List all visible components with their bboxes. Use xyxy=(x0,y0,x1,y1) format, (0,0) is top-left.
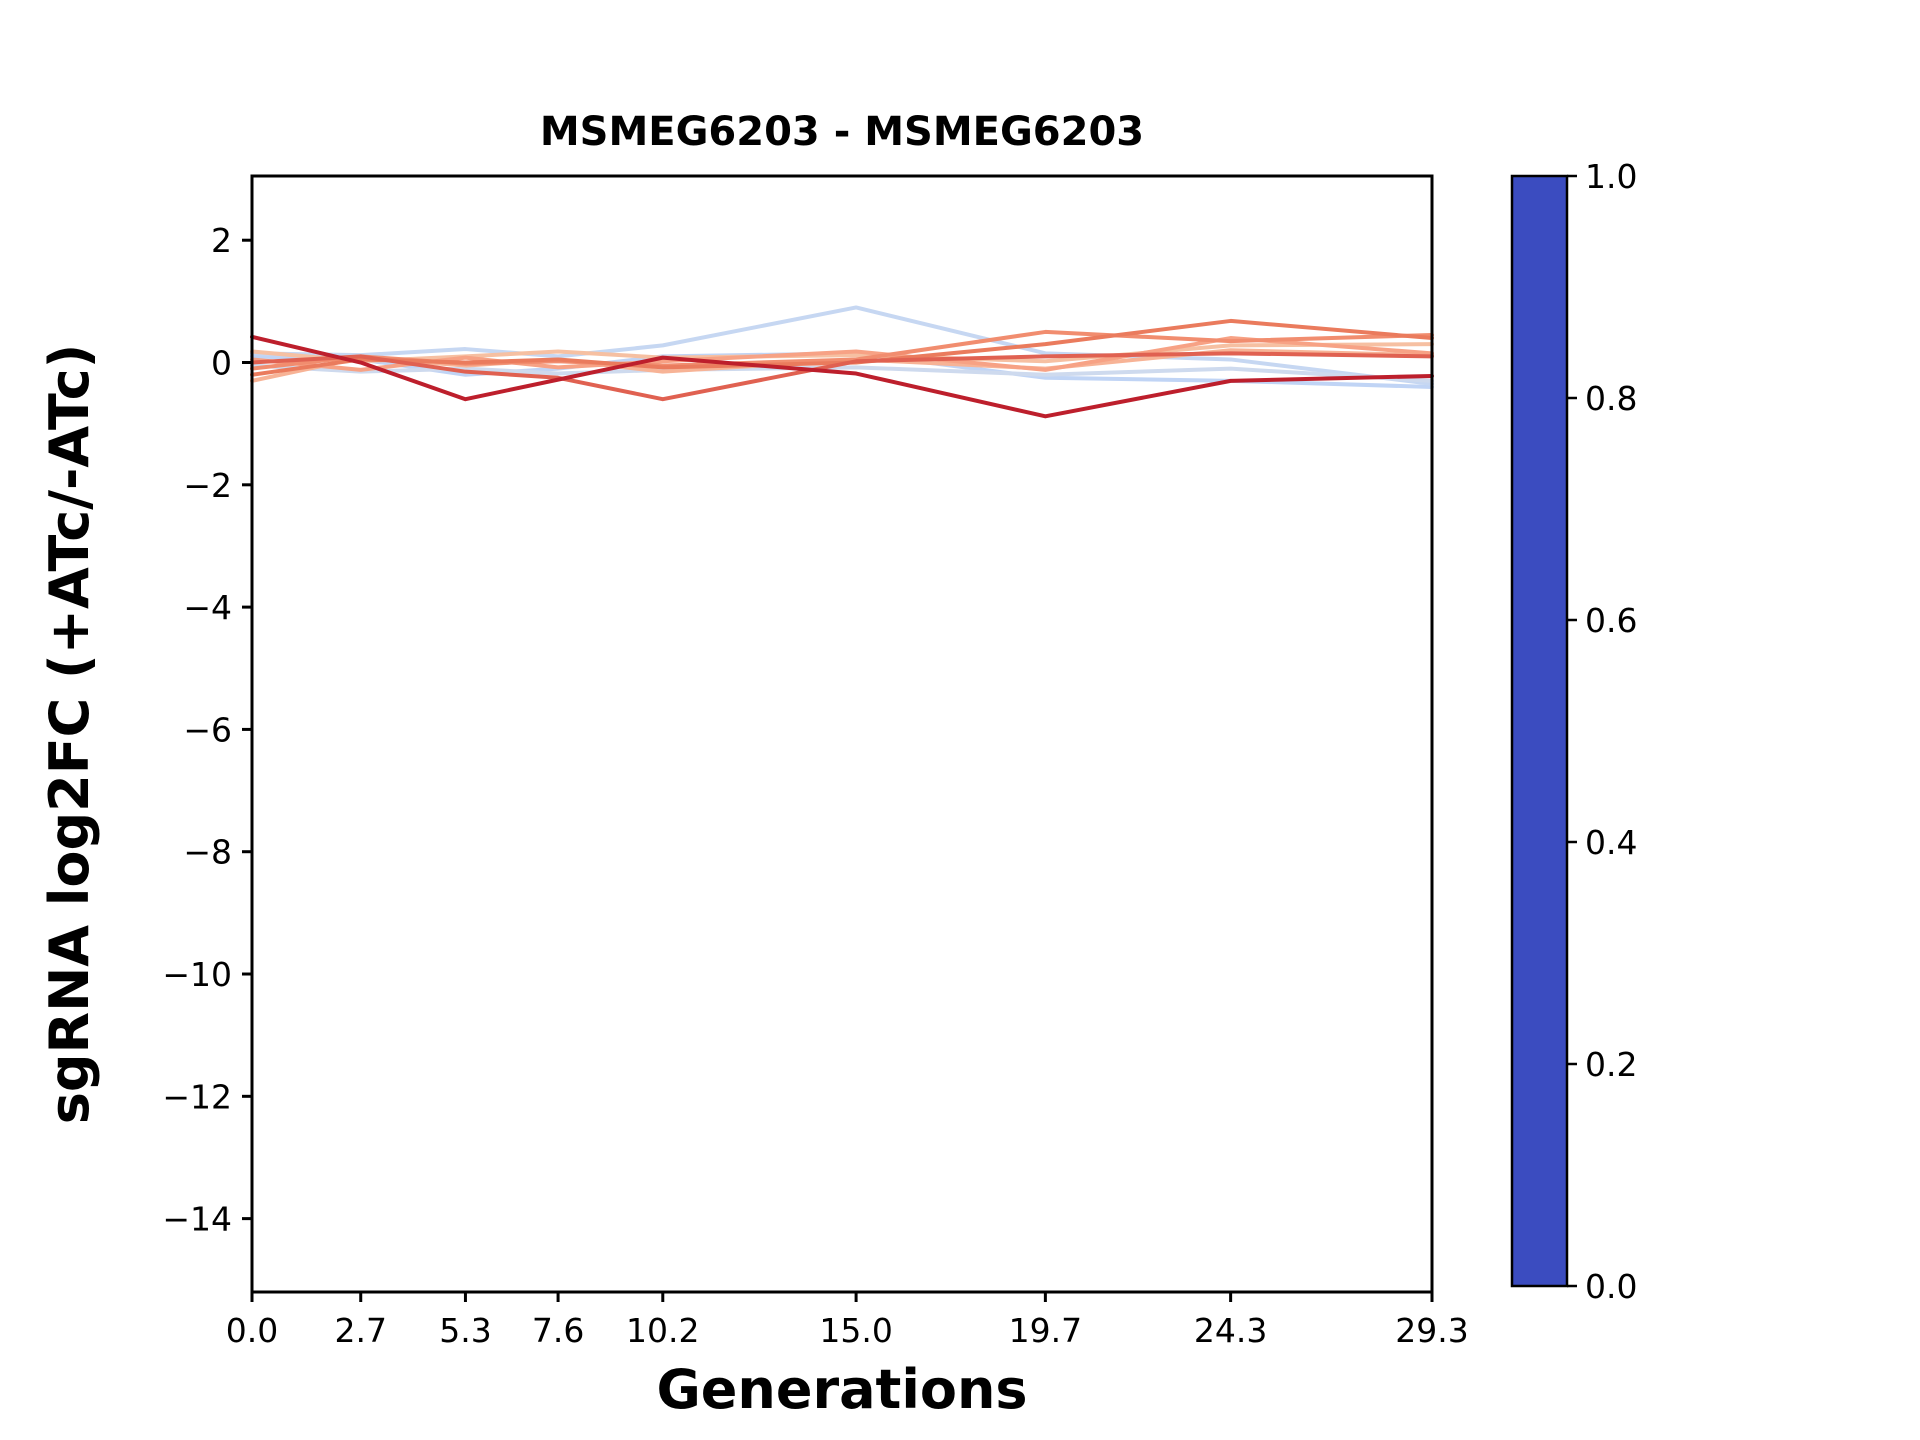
y-tick-label: −10 xyxy=(162,955,232,994)
colorbar-tick-label: 0.6 xyxy=(1585,601,1637,640)
colorbar-tick-label: 0.0 xyxy=(1585,1267,1637,1306)
x-axis-label: Generations xyxy=(656,1358,1027,1421)
y-tick-label: −14 xyxy=(162,1200,232,1239)
x-tick-label: 19.7 xyxy=(1009,1311,1082,1350)
plot-area xyxy=(250,174,1434,1294)
series-line-9 xyxy=(250,334,1434,419)
x-tick-label: 7.6 xyxy=(532,1311,584,1350)
y-tick-label: −2 xyxy=(183,466,232,505)
x-tick-label: 5.3 xyxy=(439,1311,491,1350)
axes: 0.0 2.7 5.3 7.6 10.2 15.0 19.7 24.3 29.3 2 0 −2 −4 −6… xyxy=(162,221,1468,1350)
colorbar-tick-label: 0.2 xyxy=(1585,1045,1637,1084)
x-tick-label: 24.3 xyxy=(1194,1311,1267,1350)
x-tick-label: 0.0 xyxy=(226,1311,278,1350)
y-tick-label: −12 xyxy=(162,1077,232,1116)
y-tick-label: −4 xyxy=(183,588,232,627)
x-tick-label: 29.3 xyxy=(1395,1311,1468,1350)
y-tick-label: −6 xyxy=(183,710,232,749)
colorbar-gradient xyxy=(1510,174,1569,1288)
series-line-5 xyxy=(250,336,1434,372)
y-tick-label: 0 xyxy=(211,344,232,383)
y-tick-label: 2 xyxy=(211,221,232,260)
y-tick-label: −8 xyxy=(183,833,232,872)
x-tick-label: 10.2 xyxy=(626,1311,699,1350)
colorbar-tick-label: 1.0 xyxy=(1585,157,1637,196)
colorbar-tick-label: 0.4 xyxy=(1585,823,1637,862)
x-tick-label: 15.0 xyxy=(819,1311,892,1350)
colorbar-tick-label: 0.8 xyxy=(1585,379,1637,418)
plot-border xyxy=(250,174,1434,1294)
colorbar: 1.0 0.8 0.6 0.4 0.2 0.0 xyxy=(1510,157,1637,1306)
x-tick-label: 2.7 xyxy=(334,1311,386,1350)
series-line-8 xyxy=(250,351,1434,402)
y-axis-label: sgRNA log2FC (+ATc/-ATc) xyxy=(38,344,101,1125)
chart-title: MSMEG6203 - MSMEG6203 xyxy=(540,109,1144,155)
